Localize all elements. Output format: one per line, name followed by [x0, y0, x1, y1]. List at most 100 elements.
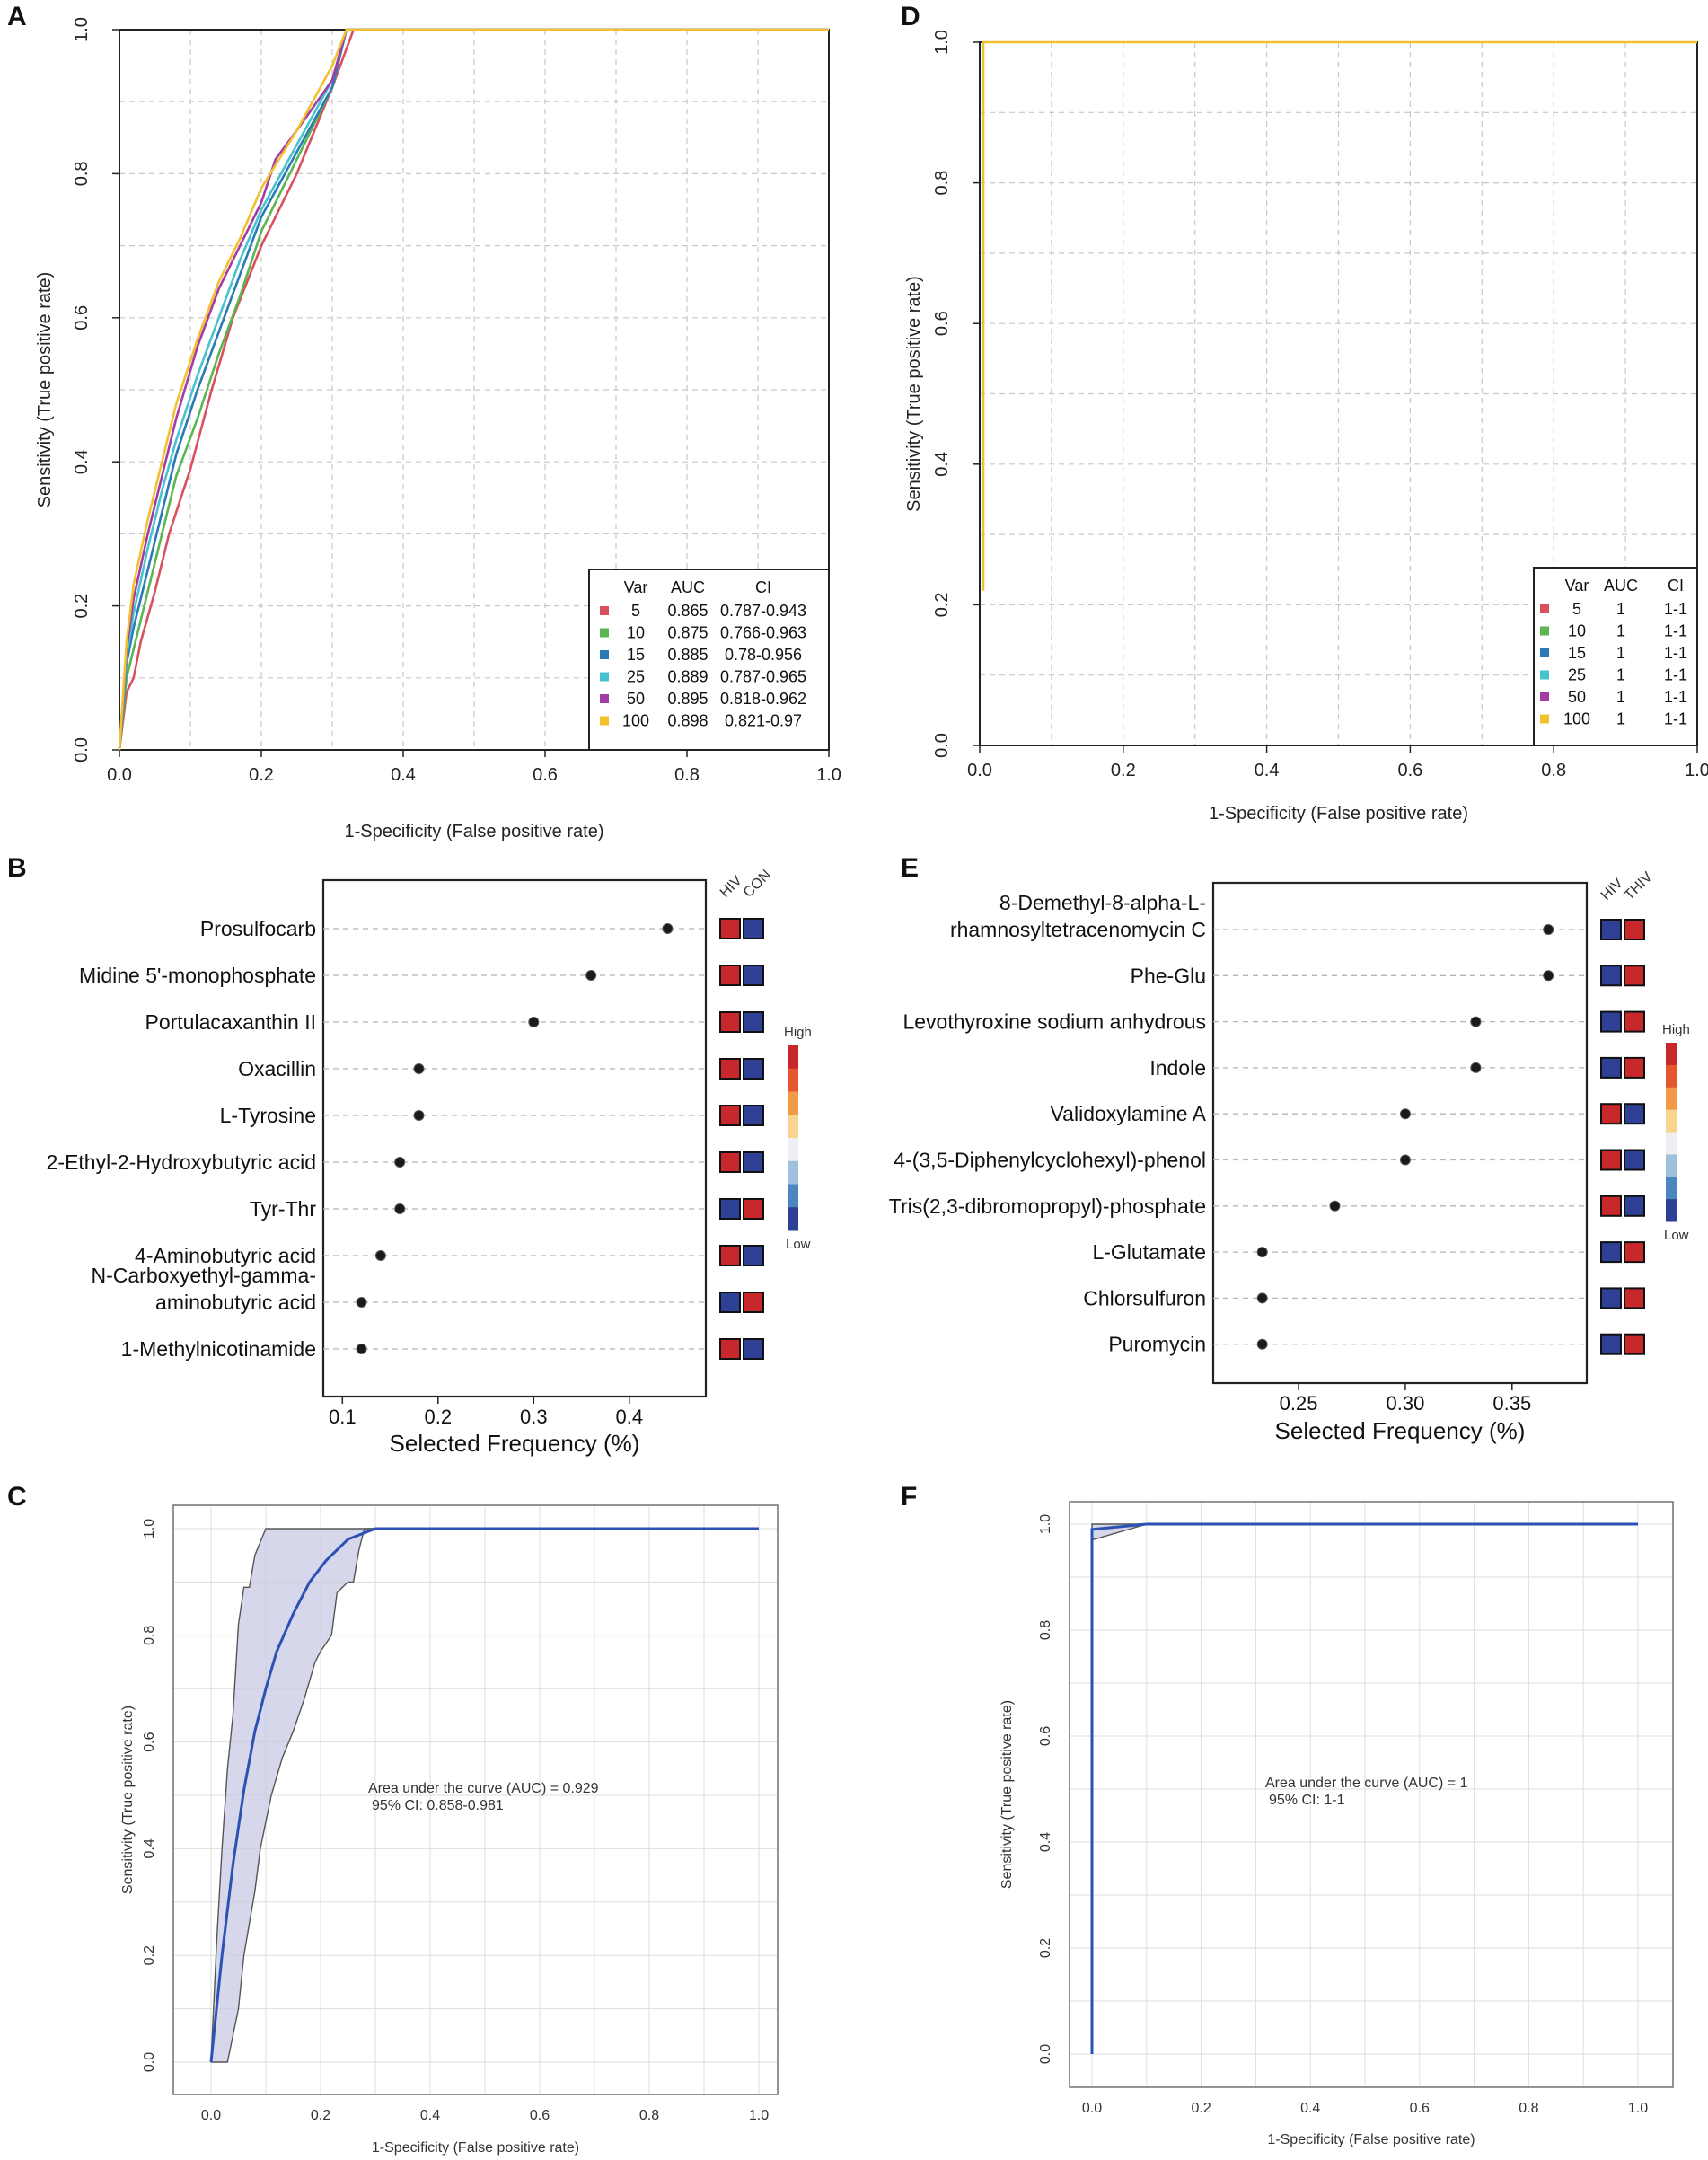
group-level-box — [743, 1105, 764, 1126]
feature-label: Levothyroxine sodium anhydrous — [902, 1010, 1206, 1034]
legend-box — [1533, 567, 1698, 746]
colorbar-segment — [788, 1115, 798, 1139]
feature-label: 4-Aminobutyric acid — [135, 1244, 316, 1267]
x-axis-label: 1-Specificity (False positive rate) — [345, 822, 604, 842]
y-tick-label: 1.0 — [932, 30, 952, 55]
legend-swatch — [600, 650, 609, 659]
legend-auc: 0.895 — [667, 690, 708, 708]
frequency-dot — [356, 1297, 367, 1308]
legend-var: 5 — [631, 602, 640, 620]
frequency-dot — [374, 1250, 386, 1261]
legend-header: CI — [755, 578, 771, 596]
feature-label: N-Carboxyethyl-gamma- — [91, 1264, 316, 1287]
group-level-box — [743, 1338, 764, 1360]
y-tick-label: 0.2 — [72, 594, 92, 619]
frequency-dot — [1399, 1154, 1411, 1166]
legend-ci: 1-1 — [1664, 710, 1687, 728]
legend-swatch — [1540, 604, 1549, 613]
legend-ci: 0.821-0.97 — [725, 712, 802, 730]
ci-annotation: 95% CI: 0.858-0.981 — [372, 1798, 504, 1813]
legend-var: 10 — [1568, 622, 1586, 640]
plot-frame — [172, 1504, 779, 2095]
group-level-box — [1600, 919, 1622, 940]
group-level-box — [719, 1151, 741, 1173]
group-level-box — [743, 1292, 764, 1313]
group-level-box — [1624, 1010, 1645, 1033]
legend-ci: 0.787-0.943 — [720, 602, 806, 620]
y-tick-label: 1.0 — [142, 1519, 157, 1538]
legend-ci: 1-1 — [1664, 688, 1687, 706]
y-tick-label: 0.8 — [932, 171, 952, 196]
legend-box — [588, 569, 830, 751]
legend-swatch — [1540, 692, 1549, 701]
feature-label: 4-(3,5-Diphenylcyclohexyl)-phenol — [894, 1149, 1206, 1172]
group-level-box — [1624, 1333, 1645, 1355]
feature-label: Indole — [1149, 1056, 1206, 1080]
legend-var: 5 — [1572, 600, 1581, 618]
feature-label: 1-Methylnicotinamide — [121, 1337, 316, 1361]
legend-auc: 1 — [1616, 710, 1625, 728]
panel-letter-F: F — [901, 1482, 917, 1512]
colorbar-segment — [1666, 1154, 1677, 1177]
frequency-dot — [413, 1110, 425, 1121]
frequency-dot — [1470, 1062, 1482, 1073]
feature-label: Phe-Glu — [1131, 964, 1206, 987]
colorbar-low-label: Low — [1664, 1228, 1689, 1243]
group-label: CON — [741, 868, 774, 901]
frequency-dot — [585, 970, 597, 981]
x-tick-label: 0.3 — [520, 1406, 548, 1428]
y-tick-label: 0.4 — [932, 452, 952, 477]
colorbar-segment — [1666, 1132, 1677, 1155]
roc-curve-var-100 — [118, 28, 829, 751]
legend-swatch — [600, 606, 609, 615]
roc-curve — [209, 1527, 759, 2063]
x-axis-label: Selected Frequency (%) — [1275, 1417, 1526, 1444]
colorbar-segment — [1666, 1109, 1677, 1133]
x-tick-label: 0.2 — [311, 2108, 330, 2123]
group-level-box — [1600, 1103, 1622, 1125]
group-level-box — [1600, 965, 1622, 987]
y-tick-label: 0.8 — [1038, 1620, 1053, 1640]
frequency-dot — [1256, 1247, 1268, 1258]
legend-var: 15 — [627, 646, 645, 664]
group-level-box — [719, 1105, 741, 1126]
colorbar-segment — [1666, 1064, 1677, 1089]
frequency-dot — [394, 1157, 406, 1168]
group-level-box — [743, 1151, 764, 1173]
roc-curve-var-100 — [982, 40, 1697, 591]
frequency-dot — [1470, 1016, 1482, 1027]
group-level-box — [719, 918, 741, 939]
x-tick-label: 0.2 — [1111, 761, 1136, 780]
frequency-dot — [1256, 1338, 1268, 1350]
legend-var: 25 — [627, 668, 645, 686]
colorbar-low-label: Low — [786, 1237, 811, 1252]
group-level-box — [1600, 1010, 1622, 1033]
y-tick-label: 0.6 — [72, 305, 92, 331]
x-tick-label: 0.0 — [201, 2108, 221, 2123]
ci-lower-line — [211, 1528, 759, 2063]
y-tick-label: 0.8 — [72, 161, 92, 186]
x-tick-label: 0.4 — [1255, 761, 1280, 780]
feature-label: Puromycin — [1108, 1333, 1206, 1356]
y-axis-label: Sensitivity (True positive rate) — [35, 272, 55, 508]
y-tick-label: 0.6 — [1038, 1726, 1053, 1746]
legend-header: Var — [1565, 577, 1589, 595]
colorbar-segment — [788, 1045, 798, 1070]
y-tick-label: 0.4 — [72, 449, 92, 474]
y-tick-label: 0.0 — [72, 737, 92, 763]
colorbar-segment — [1666, 1177, 1677, 1200]
legend-header: Var — [624, 578, 648, 596]
feature-label: aminobutyric acid — [155, 1291, 316, 1314]
colorbar-segment — [1666, 1043, 1677, 1066]
legend-header: AUC — [671, 578, 705, 596]
feature-label: Oxacillin — [238, 1057, 316, 1080]
panel-D: D 0.0 0.2 0.4 0.6 0.8 1.0 0.0 0.2 0.4 0.6 0.8 1.0 1-S… — [901, 2, 1708, 824]
colorbar-high-label: High — [1662, 1022, 1690, 1037]
frequency-dot — [356, 1344, 367, 1354]
legend-ci: 0.787-0.965 — [720, 668, 806, 686]
feature-label: Portulacaxanthin II — [145, 1010, 316, 1034]
frequency-dot — [528, 1017, 540, 1027]
ci-band — [211, 1529, 759, 2062]
legend-swatch — [1540, 714, 1549, 724]
